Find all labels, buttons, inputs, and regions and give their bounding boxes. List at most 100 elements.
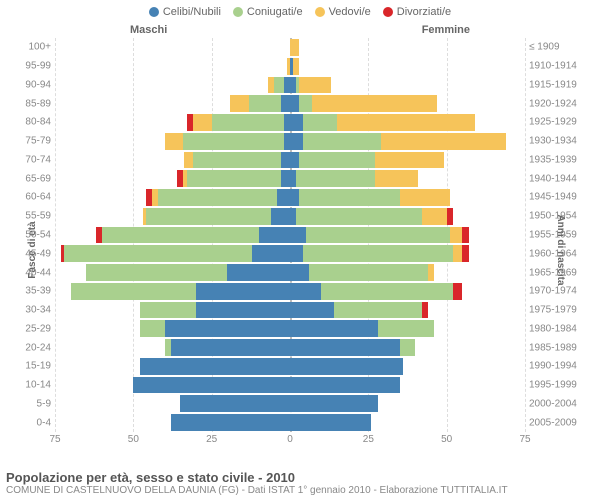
age-label: 85-89 (17, 98, 51, 109)
segment-celibi (281, 170, 290, 187)
age-label: 10-14 (17, 380, 51, 391)
segment-vedovi (453, 245, 462, 262)
pyramid-row: 10-141995-1999 (55, 376, 525, 395)
legend-label: Vedovi/e (329, 6, 371, 18)
age-label: 50-54 (17, 229, 51, 240)
segment-celibi (290, 283, 321, 300)
segment-celibi (133, 377, 290, 394)
pyramid-row: 40-441965-1969 (55, 263, 525, 282)
bar-male (55, 189, 290, 206)
segment-coniugati (303, 133, 381, 150)
bar-male (55, 302, 290, 319)
birth-year-label: 1915-1919 (529, 79, 591, 90)
segment-coniugati (64, 245, 252, 262)
segment-celibi (290, 227, 306, 244)
bar-female (290, 39, 525, 56)
segment-coniugati (400, 339, 416, 356)
chart-area: 100+≤ 190995-991910-191490-941915-191985… (55, 38, 525, 432)
segment-coniugati (193, 152, 281, 169)
segment-coniugati (140, 320, 165, 337)
segment-divorziati (447, 208, 453, 225)
segment-coniugati (306, 227, 450, 244)
segment-coniugati (102, 227, 259, 244)
age-label: 0-4 (17, 417, 51, 428)
pyramid-row: 45-491960-1964 (55, 244, 525, 263)
segment-vedovi (450, 227, 463, 244)
segment-coniugati (299, 189, 399, 206)
segment-coniugati (140, 302, 196, 319)
gridline (525, 38, 526, 432)
bar-male (55, 114, 290, 131)
bar-male (55, 208, 290, 225)
bar-female (290, 395, 525, 412)
bar-female (290, 170, 525, 187)
segment-celibi (290, 339, 400, 356)
age-label: 20-24 (17, 342, 51, 353)
bar-male (55, 339, 290, 356)
segment-vedovi (230, 95, 249, 112)
segment-celibi (290, 133, 303, 150)
bar-female (290, 264, 525, 281)
bar-male (55, 320, 290, 337)
segment-celibi (196, 302, 290, 319)
segment-celibi (227, 264, 290, 281)
legend: Celibi/NubiliConiugati/eVedovi/eDivorzia… (0, 0, 600, 20)
birth-year-label: 1960-1964 (529, 248, 591, 259)
segment-coniugati (299, 95, 312, 112)
segment-celibi (290, 302, 334, 319)
bar-male (55, 133, 290, 150)
gender-label-f: Femmine (422, 24, 470, 36)
pyramid-row: 60-641945-1949 (55, 188, 525, 207)
segment-coniugati (321, 283, 453, 300)
birth-year-label: 1955-1959 (529, 229, 591, 240)
pyramid-row: 80-841925-1929 (55, 113, 525, 132)
bar-female (290, 283, 525, 300)
segment-divorziati (453, 283, 462, 300)
bar-female (290, 377, 525, 394)
bar-male (55, 358, 290, 375)
age-label: 70-74 (17, 154, 51, 165)
segment-vedovi (422, 208, 447, 225)
age-label: 55-59 (17, 211, 51, 222)
segment-coniugati (303, 114, 337, 131)
pyramid-row: 30-341975-1979 (55, 301, 525, 320)
bar-male (55, 283, 290, 300)
x-tick-label: 75 (49, 434, 60, 445)
age-label: 35-39 (17, 286, 51, 297)
legend-item-vedovi: Vedovi/e (315, 6, 371, 18)
segment-vedovi (312, 95, 437, 112)
age-label: 80-84 (17, 117, 51, 128)
legend-swatch-icon (149, 7, 159, 17)
bar-male (55, 152, 290, 169)
bar-female (290, 414, 525, 431)
bar-female (290, 58, 525, 75)
segment-coniugati (274, 77, 283, 94)
chart-subtitle: COMUNE DI CASTELNUOVO DELLA DAUNIA (FG) … (6, 485, 594, 496)
pyramid-row: 15-191990-1994 (55, 357, 525, 376)
segment-vedovi (184, 152, 193, 169)
birth-year-label: 1935-1939 (529, 154, 591, 165)
bar-male (55, 227, 290, 244)
pyramid-row: 95-991910-1914 (55, 57, 525, 76)
age-label: 90-94 (17, 79, 51, 90)
segment-coniugati (303, 245, 453, 262)
segment-divorziati (462, 245, 468, 262)
bar-female (290, 302, 525, 319)
legend-swatch-icon (315, 7, 325, 17)
segment-vedovi (375, 170, 419, 187)
segment-coniugati (71, 283, 196, 300)
bar-male (55, 414, 290, 431)
segment-coniugati (296, 170, 374, 187)
segment-celibi (171, 414, 290, 431)
age-label: 65-69 (17, 173, 51, 184)
segment-vedovi (428, 264, 434, 281)
bar-female (290, 152, 525, 169)
bar-female (290, 245, 525, 262)
segment-coniugati (299, 152, 374, 169)
segment-celibi (277, 189, 290, 206)
segment-coniugati (146, 208, 271, 225)
birth-year-label: 1910-1914 (529, 61, 591, 72)
pyramid-row: 0-42005-2009 (55, 413, 525, 432)
segment-celibi (196, 283, 290, 300)
age-label: 95-99 (17, 61, 51, 72)
